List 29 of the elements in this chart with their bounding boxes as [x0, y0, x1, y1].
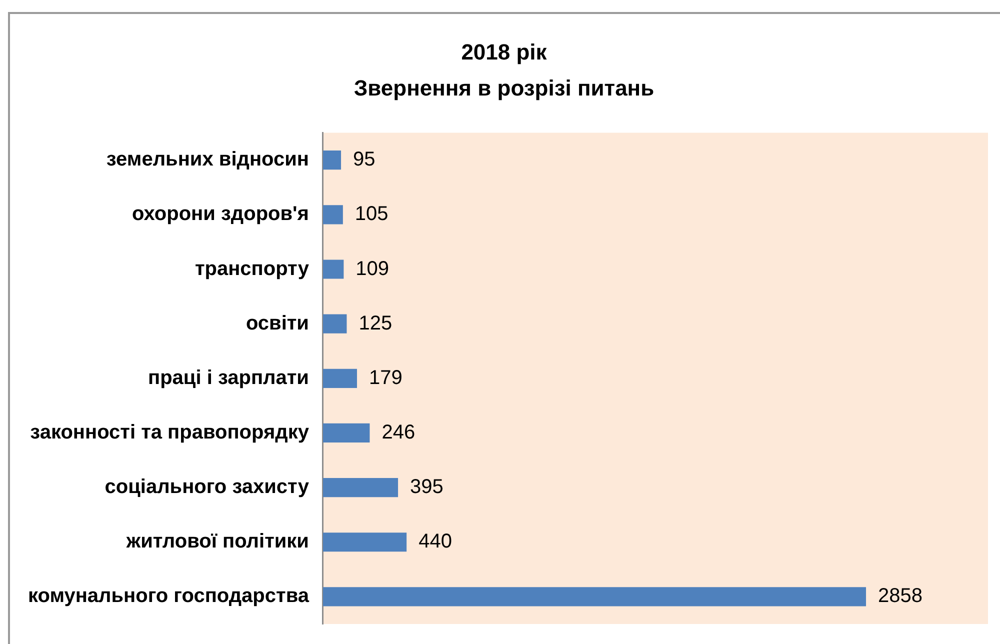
data-label: 246	[382, 421, 416, 444]
y-tick-label: житлової політики	[125, 530, 309, 553]
y-tick-label: праці і зарплати	[148, 366, 309, 389]
data-label: 125	[358, 312, 392, 334]
chart-title: 2018 рік	[461, 39, 548, 64]
data-label: 105	[354, 203, 388, 226]
bar	[322, 205, 343, 224]
y-tick-label: законності та правопорядку	[30, 421, 310, 444]
bar	[322, 532, 407, 552]
data-label: 2858	[878, 585, 923, 608]
bar	[322, 478, 398, 498]
data-label: 179	[368, 366, 402, 389]
y-tick-label: освіти	[246, 312, 309, 334]
data-label: 440	[418, 530, 452, 553]
y-tick-label: комунального господарства	[28, 585, 310, 608]
y-tick-label: земельних відносин	[106, 148, 309, 171]
bar	[322, 314, 347, 334]
y-tick-label: соціального захисту	[104, 476, 310, 498]
chart-subtitle: Звернення в розрізі питань	[354, 76, 654, 101]
bar	[322, 260, 344, 279]
data-label: 109	[356, 258, 390, 280]
bar	[322, 150, 342, 170]
y-tick-label: охорони здоров'я	[132, 203, 309, 226]
bar	[322, 587, 866, 606]
bar	[322, 368, 357, 388]
y-tick-label: транспорту	[194, 258, 310, 280]
data-label: 395	[410, 476, 444, 498]
data-label: 95	[353, 148, 376, 171]
bar	[322, 423, 370, 443]
